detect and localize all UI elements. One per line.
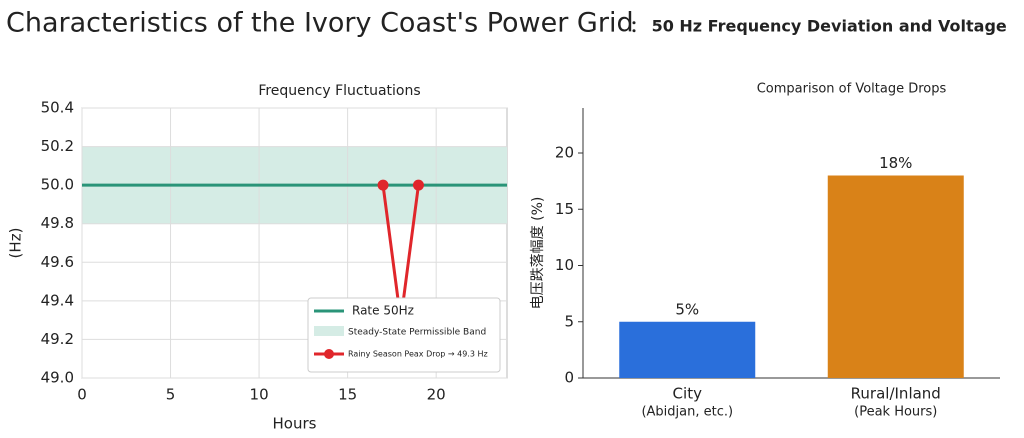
y-tick-label: 0 (564, 369, 574, 387)
y-tick-label: 49.8 (41, 214, 74, 232)
y-tick-label: 49.4 (41, 291, 74, 309)
page-subtitle: ： 50 Hz Frequency Deviation and Voltage (630, 17, 1007, 36)
legend-label: Rainy Season Peax Drop → 49.3 Hz (348, 350, 488, 359)
legend (307, 297, 501, 373)
value-label: 18% (879, 154, 912, 172)
value-label: 5% (675, 300, 699, 318)
x-tick-label: 10 (250, 386, 269, 404)
legend-swatch (324, 349, 334, 359)
page-title: Characteristics of the Ivory Coast's Pow… (6, 8, 634, 39)
x-tick-sublabel: (Abidjan, etc.) (641, 405, 733, 420)
y-tick-label: 50.0 (41, 176, 74, 194)
legend-swatch (314, 326, 344, 336)
y-tick-label: 20 (555, 144, 574, 162)
y-tick-label: 15 (555, 200, 574, 218)
y-tick-label: 10 (555, 256, 574, 274)
legend-label: Rate 50Hz (352, 304, 414, 318)
x-axis-label: Hours (273, 415, 317, 433)
y-axis-label: (Hz) (7, 228, 25, 259)
x-tick-sublabel: (Peak Hours) (854, 405, 937, 420)
bar (619, 321, 756, 378)
marker (377, 179, 389, 191)
y-tick-label: 5 (564, 312, 574, 330)
x-tick-label: Rural/Inland (851, 385, 941, 403)
x-tick-label: 0 (77, 386, 87, 404)
chart-title: Frequency Fluctuations (258, 83, 420, 99)
x-tick-label: 15 (338, 386, 357, 404)
y-tick-label: 49.6 (41, 253, 74, 271)
legend-label: Steady-State Permissible Band (348, 328, 486, 338)
y-tick-label: 50.4 (41, 99, 74, 117)
y-tick-label: 49.2 (41, 330, 74, 348)
y-tick-label: 50.2 (41, 137, 74, 155)
bar (827, 175, 964, 378)
marker (412, 179, 424, 191)
y-axis-label: 电压跌落幅度 (%) (530, 197, 546, 310)
chart-title: Comparison of Voltage Drops (757, 82, 947, 97)
x-tick-label: City (673, 385, 703, 403)
x-tick-label: 5 (166, 386, 176, 404)
x-tick-label: 20 (427, 386, 446, 404)
y-tick-label: 49.0 (41, 369, 74, 387)
